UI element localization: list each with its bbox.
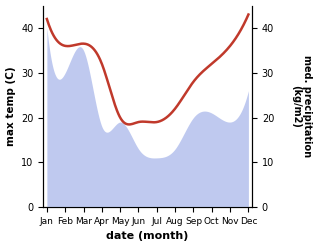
X-axis label: date (month): date (month) [107,231,189,242]
Y-axis label: max temp (C): max temp (C) [5,66,16,146]
Y-axis label: med. precipitation
(kg/m2): med. precipitation (kg/m2) [291,55,313,157]
